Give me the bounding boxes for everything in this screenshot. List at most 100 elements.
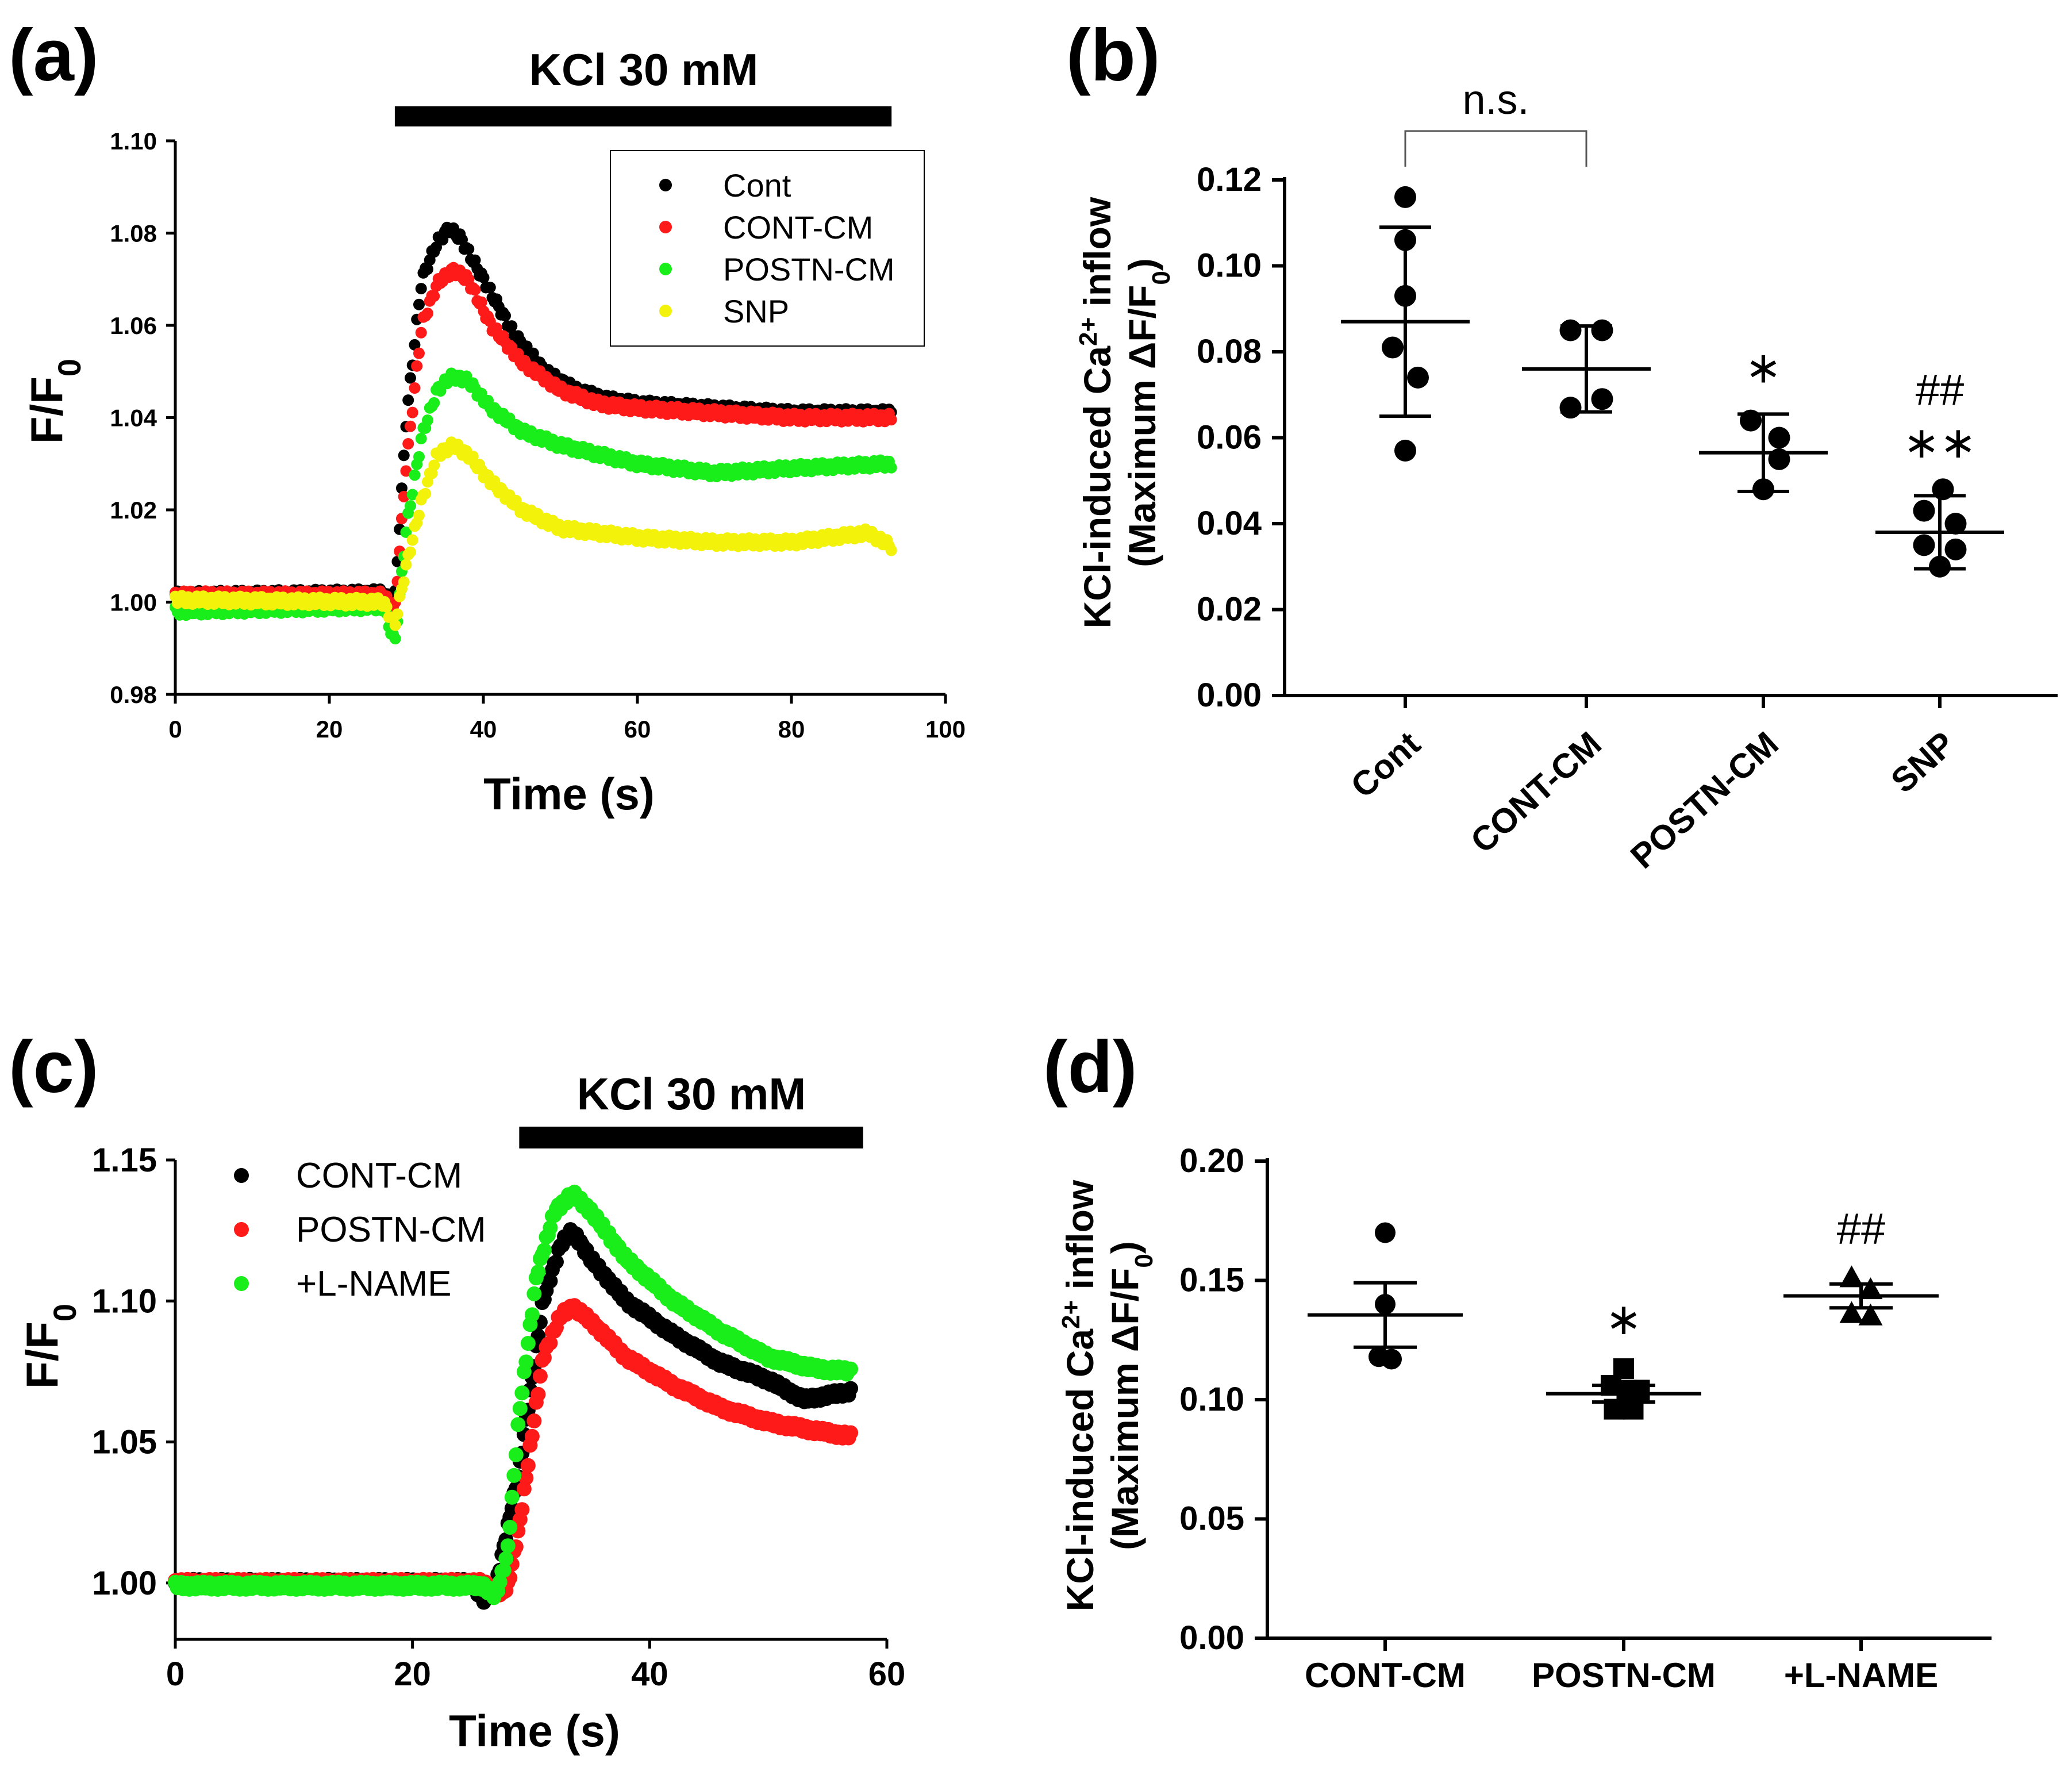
legend-a: Cont CONT-CM POSTN-CM SNP bbox=[610, 150, 925, 347]
data-point-cont bbox=[1394, 439, 1416, 462]
y-tick-label-a: 1.06 bbox=[110, 312, 157, 339]
panel-a-time-course: KCl 30 mM 0 20 40 60 80 100 0.98 1.00 1.02 1.04 1.… bbox=[21, 44, 966, 819]
legend-marker-postn-cm-c bbox=[234, 1222, 249, 1237]
data-point-snp bbox=[380, 601, 393, 613]
y-tick-label-a: 0.98 bbox=[110, 681, 157, 708]
stimulus-label-c: KCl 30 mM bbox=[577, 1069, 806, 1119]
y-tick-label-d: 0.00 bbox=[1179, 1619, 1244, 1657]
category-label-cont-cm: CONT-CM bbox=[1305, 1656, 1466, 1695]
y-tick-label-d: 0.15 bbox=[1179, 1262, 1244, 1299]
y-axis-subtitle-b: (Maximum ΔF/F0) bbox=[1121, 258, 1175, 567]
category-label-cont-cm: CONT-CM bbox=[1463, 724, 1609, 860]
data-point-l-name bbox=[1858, 1277, 1883, 1300]
data-point-postn-cm bbox=[415, 433, 427, 445]
x-tick-label-a: 0 bbox=[168, 716, 182, 743]
data-point-cont bbox=[463, 243, 475, 255]
data-point-cont-cm bbox=[413, 347, 425, 359]
legend-label-l-name-c: +L-NAME bbox=[296, 1264, 451, 1304]
data-point-snp bbox=[1913, 534, 1935, 556]
data-point-cont bbox=[484, 282, 496, 294]
stimulus-label-a: KCl 30 mM bbox=[529, 44, 759, 95]
data-point-l-name bbox=[520, 1336, 536, 1351]
panel-label-a: (a) bbox=[9, 14, 98, 97]
data-point-cont bbox=[413, 298, 425, 310]
y-tick-label-b: 0.06 bbox=[1197, 419, 1262, 456]
stimulus-bar-c bbox=[519, 1127, 863, 1148]
data-point-l-name bbox=[543, 1220, 558, 1235]
x-axis-title-c: Time (s) bbox=[449, 1705, 620, 1756]
data-point-postn-cm bbox=[1629, 1380, 1650, 1401]
data-point-cont bbox=[1382, 336, 1404, 359]
data-point-snp bbox=[1944, 538, 1967, 560]
x-tick-label-a: 60 bbox=[624, 716, 651, 743]
data-point-postn-cm bbox=[1768, 427, 1790, 449]
y-tick-label-d: 0.10 bbox=[1179, 1381, 1244, 1418]
data-point-cont-cm bbox=[548, 1254, 564, 1270]
data-point-postn-cm bbox=[524, 1428, 540, 1444]
category-label-l-name: +L-NAME bbox=[1784, 1656, 1938, 1695]
category-label-postn-cm: POSTN-CM bbox=[1532, 1656, 1716, 1695]
y-tick-label-b: 0.04 bbox=[1197, 505, 1262, 542]
legend-label-cont-cm: CONT-CM bbox=[723, 209, 873, 245]
data-point-l-name bbox=[498, 1551, 514, 1566]
y-tick-label-a: 1.00 bbox=[110, 589, 157, 616]
data-point-cont bbox=[469, 254, 481, 266]
y-tick-label-d: 0.20 bbox=[1179, 1142, 1244, 1180]
data-point-cont bbox=[421, 263, 433, 275]
data-point-l-name bbox=[843, 1361, 859, 1377]
data-point-postn-cm bbox=[428, 397, 440, 409]
data-point-cont-cm bbox=[409, 382, 421, 394]
legend-marker-cont-cm bbox=[659, 221, 672, 233]
series-snp-a bbox=[170, 436, 897, 631]
data-point-postn-cm bbox=[413, 451, 425, 463]
data-point-cont-cm bbox=[406, 406, 418, 418]
data-point-cont-cm bbox=[421, 308, 433, 320]
data-point-l-name bbox=[508, 1447, 524, 1462]
x-tick-label-a: 80 bbox=[778, 716, 805, 743]
data-point-l-name bbox=[502, 1519, 518, 1535]
data-point-snp bbox=[406, 534, 418, 546]
significance-marker-postn-cm: ∗ bbox=[1745, 343, 1782, 392]
data-point-postn-cm bbox=[885, 462, 897, 474]
data-point-l-name bbox=[506, 1467, 522, 1483]
data-point-l-name bbox=[518, 1354, 534, 1370]
y-tick-label-a: 1.08 bbox=[110, 220, 157, 247]
series-l-name-c bbox=[168, 1184, 859, 1605]
legend-label-postn-cm-c: POSTN-CM bbox=[296, 1210, 486, 1250]
panel-d-scatter: 0.00 0.05 0.10 0.15 0.20 CONT-CM POSTN-CM ∗ +L-N… bbox=[1057, 1142, 1992, 1695]
data-point-snp bbox=[420, 487, 432, 500]
y-tick-label-a: 1.10 bbox=[110, 128, 157, 155]
data-point-cont-cm bbox=[402, 438, 414, 450]
y-tick-label-b: 0.10 bbox=[1197, 247, 1262, 285]
significance-marker-snp: ∗∗ bbox=[1903, 418, 1976, 467]
legend-marker-cont-cm-c bbox=[234, 1168, 249, 1183]
y-axis-title-d: KCl-induced Ca2+ inflow bbox=[1057, 1180, 1102, 1611]
x-tick-label-c: 0 bbox=[166, 1655, 184, 1693]
stimulus-bar-a bbox=[394, 106, 892, 126]
data-point-snp bbox=[428, 459, 440, 471]
x-tick-label-c: 20 bbox=[394, 1655, 431, 1693]
data-point-postn-cm bbox=[421, 414, 433, 427]
data-point-cont-cm bbox=[1591, 319, 1613, 341]
data-point-snp bbox=[885, 544, 897, 556]
data-point-postn-cm bbox=[404, 500, 416, 512]
y-tick-label-b: 0.00 bbox=[1197, 677, 1262, 714]
y-axis-title-a: F/F0 bbox=[21, 359, 87, 444]
significance-marker-l-name: ## bbox=[1837, 1204, 1886, 1253]
x-tick-label-a: 40 bbox=[470, 716, 497, 743]
y-axis-title-c: F/F0 bbox=[17, 1304, 83, 1389]
data-point-cont bbox=[478, 271, 490, 283]
panel-c-time-course: KCl 30 mM 0 20 40 60 1.00 1.05 1.10 1.15 CONT-C… bbox=[17, 1069, 905, 1756]
data-point-l-name bbox=[536, 1242, 552, 1258]
data-point-cont-cm bbox=[1559, 319, 1582, 341]
data-point-l-name bbox=[1839, 1301, 1864, 1323]
data-point-cont-cm bbox=[398, 490, 410, 502]
significance-marker-postn-cm: ∗ bbox=[1605, 1295, 1642, 1344]
data-point-cont bbox=[415, 283, 427, 295]
data-point-postn-cm bbox=[543, 1335, 558, 1351]
data-point-cont-cm bbox=[469, 284, 481, 296]
x-tick-label-c: 60 bbox=[868, 1655, 906, 1693]
data-point-cont bbox=[1394, 186, 1416, 208]
y-tick-label-c: 1.10 bbox=[92, 1282, 157, 1320]
significance-bracket bbox=[1404, 130, 1587, 167]
